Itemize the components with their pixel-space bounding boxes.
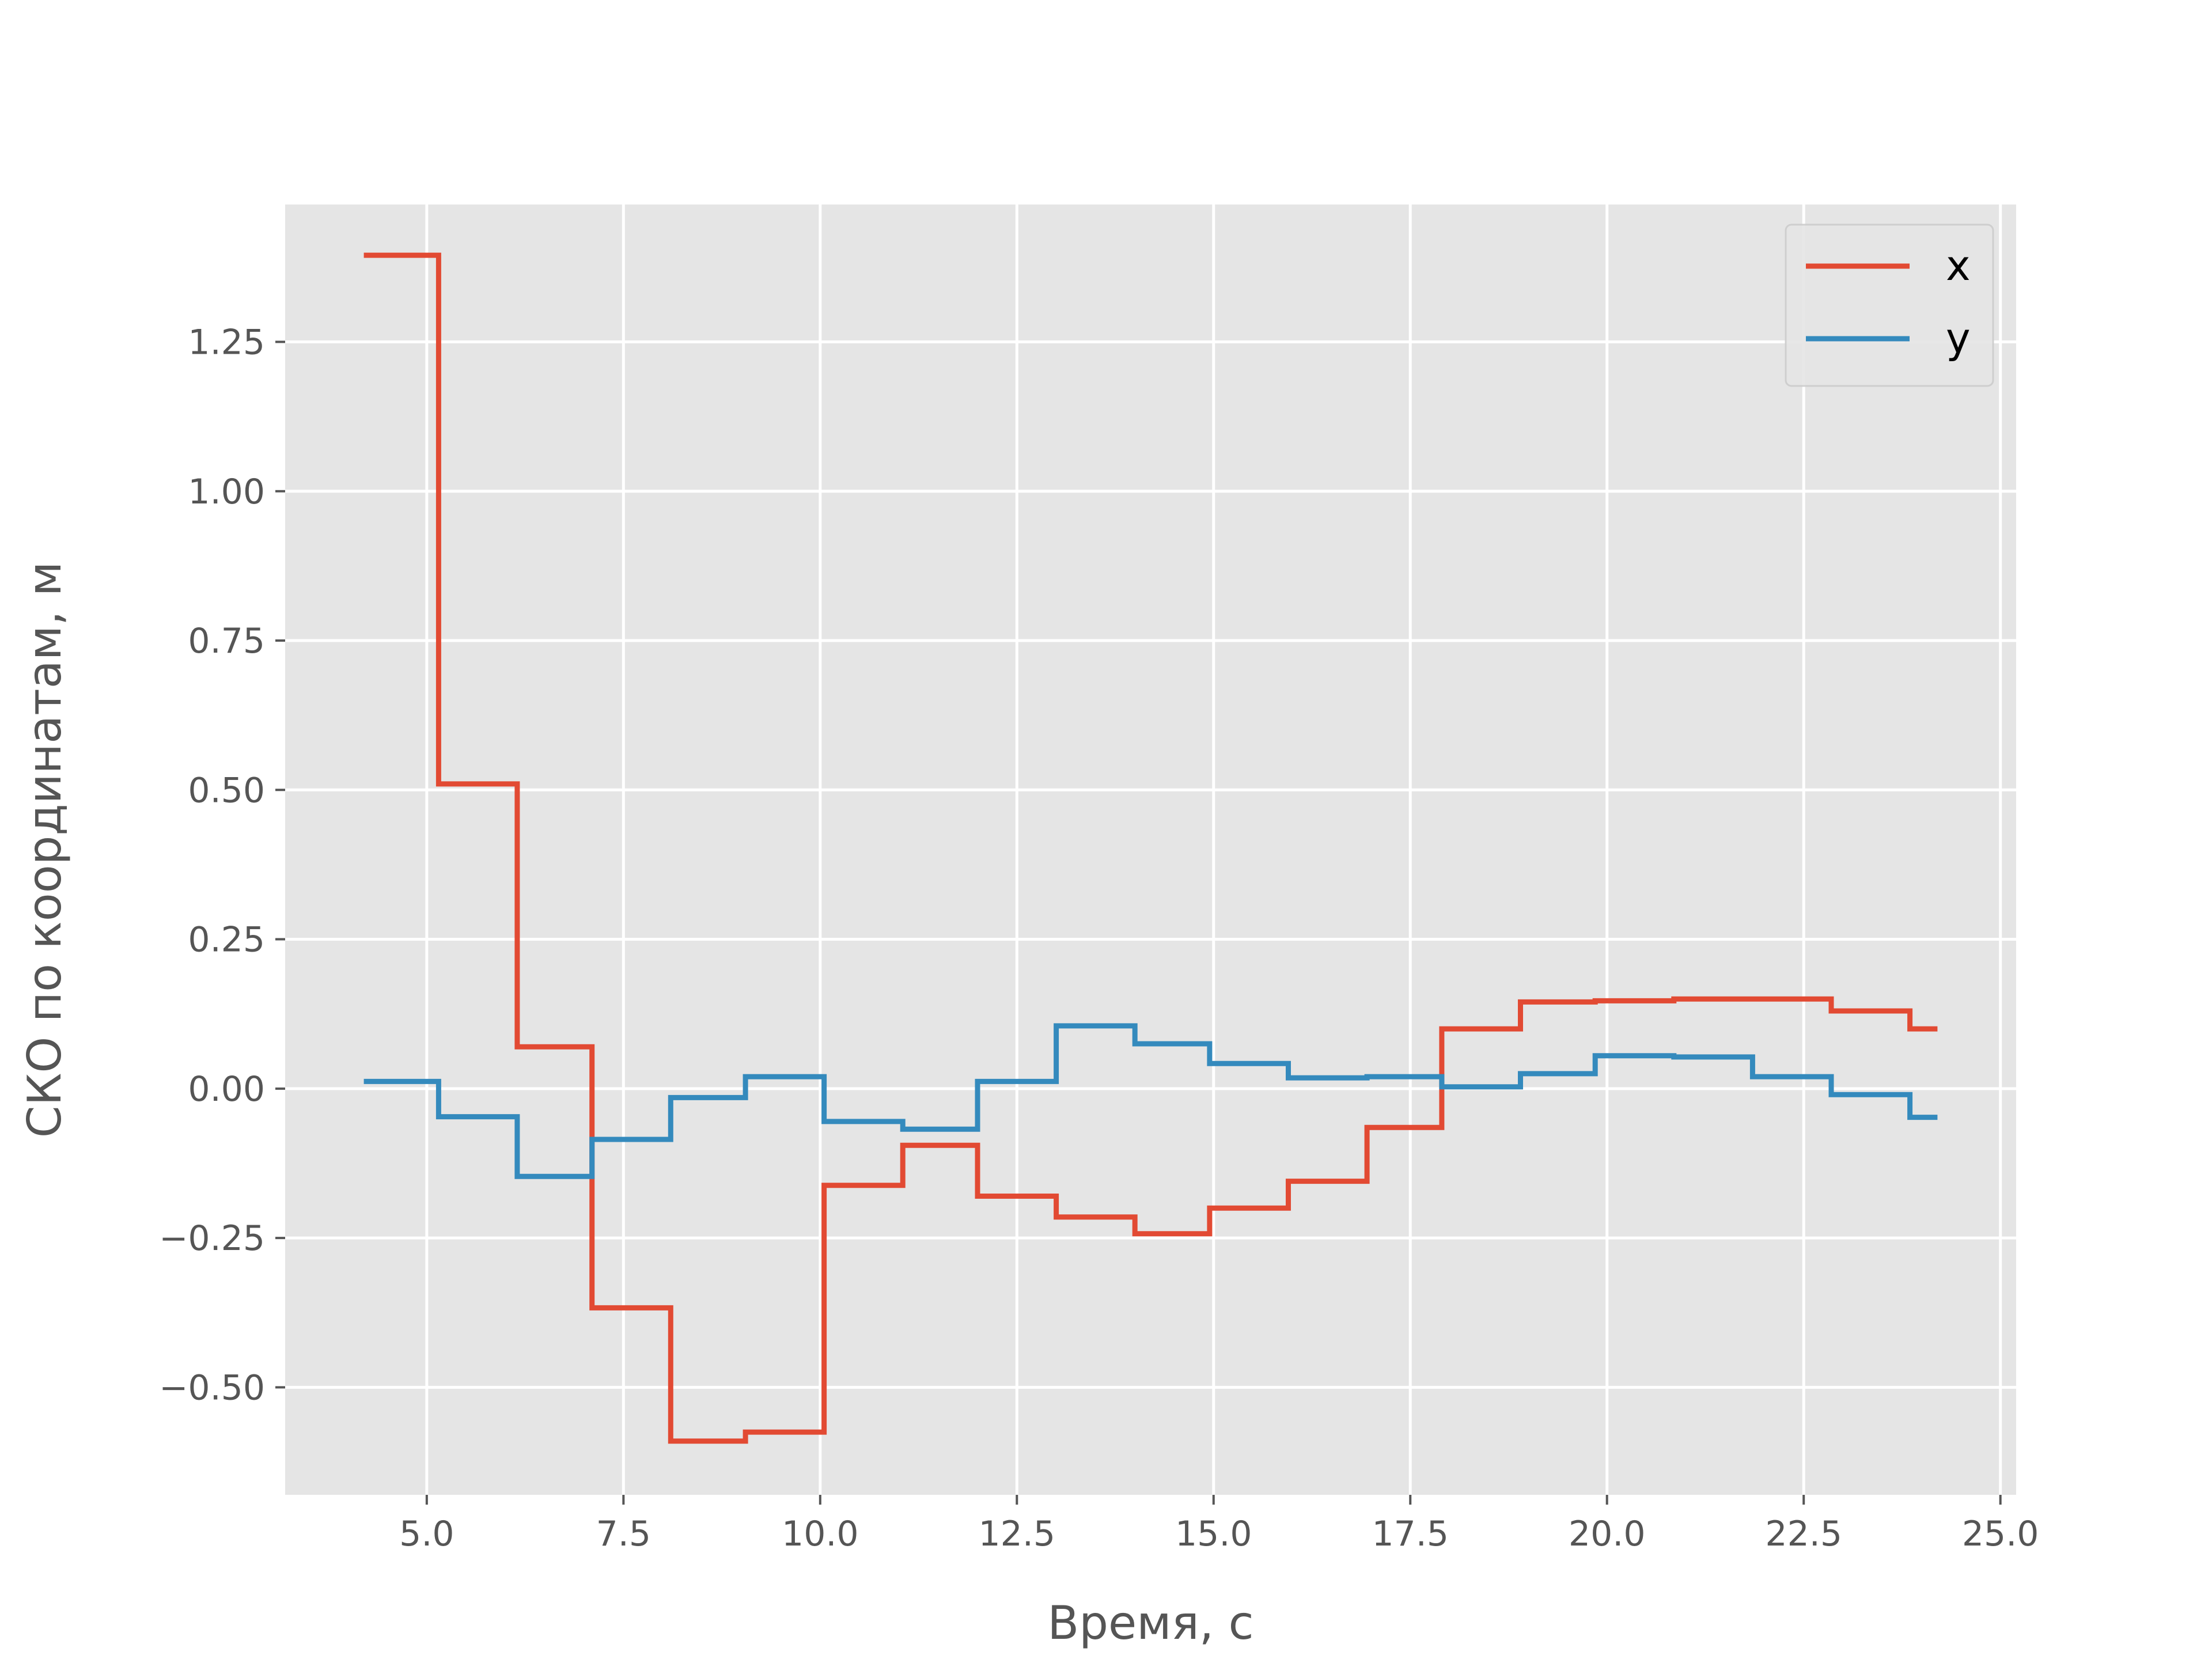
x-tick-label: 17.5 xyxy=(1372,1514,1449,1554)
grid xyxy=(285,204,2016,1495)
x-tick-label: 15.0 xyxy=(1175,1514,1252,1554)
legend-label-y: y xyxy=(1946,314,1971,362)
x-tick-label: 7.5 xyxy=(596,1514,651,1554)
y-tick-label: −0.50 xyxy=(159,1368,265,1408)
plot-area xyxy=(285,204,2016,1495)
y-tick-label: 0.75 xyxy=(188,621,265,661)
series-line-x xyxy=(363,252,1938,1444)
y-tick-label: 0.00 xyxy=(188,1069,265,1109)
series-layer xyxy=(363,252,1938,1444)
legend-label-x: x xyxy=(1946,241,1971,290)
y-tick-label: 0.25 xyxy=(188,920,265,960)
x-axis-label: Время, с xyxy=(1047,1596,1253,1650)
x-tick-label: 22.5 xyxy=(1765,1514,1842,1554)
x-tick-label: 10.0 xyxy=(782,1514,859,1554)
x-tick-label: 25.0 xyxy=(1962,1514,2039,1554)
x-axis-ticks: 5.0 7.5 10.0 12.5 15.0 17.5 20.0 22.5 25.0 xyxy=(399,1495,2039,1554)
legend: xy xyxy=(1785,224,1994,387)
y-tick-label: 1.25 xyxy=(188,323,265,363)
y-tick-label: 1.00 xyxy=(188,472,265,512)
series-line-y xyxy=(363,1023,1938,1179)
y-axis-ticks: −0.50 −0.25 0.00 0.25 0.50 0.75 1.00 1.25 xyxy=(159,323,285,1408)
x-tick-label: 5.0 xyxy=(399,1514,454,1554)
y-tick-label: 0.50 xyxy=(188,770,265,810)
x-tick-label: 20.0 xyxy=(1569,1514,1646,1554)
y-axis-label: СКО по координатам, м xyxy=(18,562,71,1138)
y-tick-label: −0.25 xyxy=(159,1218,265,1259)
x-tick-label: 12.5 xyxy=(978,1514,1055,1554)
